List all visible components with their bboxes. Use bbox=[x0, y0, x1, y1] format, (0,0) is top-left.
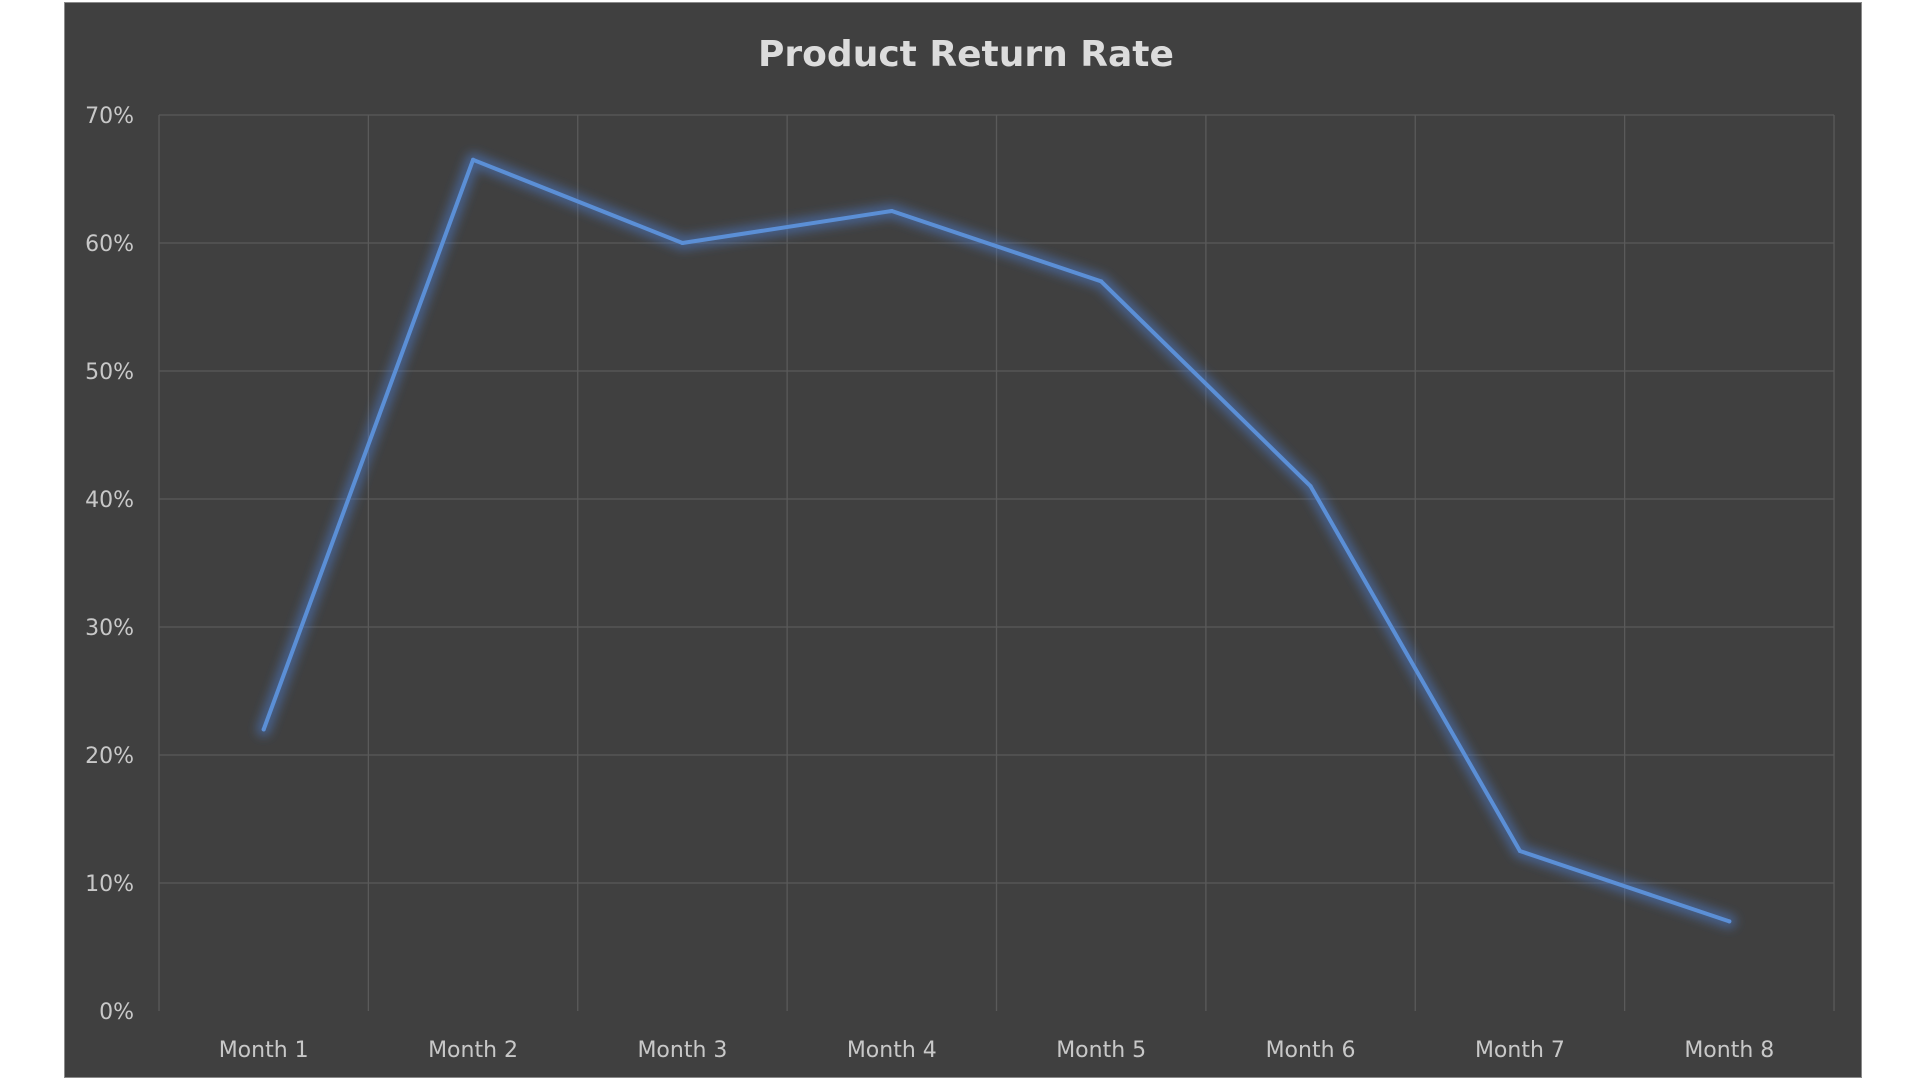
data-point bbox=[889, 209, 894, 213]
series-layer bbox=[256, 152, 1737, 929]
data-point bbox=[1099, 279, 1104, 284]
chart-title: Product Return Rate bbox=[758, 34, 1174, 75]
x-tick-label: Month 2 bbox=[428, 1038, 518, 1063]
data-point bbox=[261, 727, 266, 732]
chart-frame bbox=[64, 2, 1862, 1078]
x-tick-label: Month 1 bbox=[219, 1038, 309, 1063]
x-tick-label: Month 7 bbox=[1475, 1038, 1565, 1063]
x-tick-label: Month 4 bbox=[847, 1038, 937, 1063]
x-tick-label: Month 6 bbox=[1266, 1038, 1356, 1063]
y-tick-label: 50% bbox=[85, 360, 134, 385]
data-point bbox=[1727, 919, 1732, 924]
y-axis-ticks: 0% 10% 20% 30% 40% 50% 60% 70% bbox=[85, 104, 134, 1025]
series-line bbox=[261, 157, 1732, 924]
x-axis-ticks: Month 1 Month 2 Month 3 Month 4 Month 5 Month… bbox=[219, 1038, 1775, 1063]
y-tick-label: 60% bbox=[85, 232, 134, 257]
x-tick-label: Month 8 bbox=[1684, 1038, 1774, 1063]
y-tick-label: 20% bbox=[85, 744, 134, 769]
y-tick-label: 40% bbox=[85, 488, 134, 513]
y-tick-label: 30% bbox=[85, 616, 134, 641]
data-point bbox=[471, 157, 476, 162]
data-point bbox=[680, 241, 685, 245]
data-point bbox=[1308, 484, 1313, 489]
x-tick-label: Month 3 bbox=[637, 1038, 727, 1063]
data-point bbox=[1517, 849, 1522, 853]
y-tick-label: 0% bbox=[99, 1000, 134, 1025]
x-tick-label: Month 5 bbox=[1056, 1038, 1146, 1063]
plot-gridlines bbox=[158, 114, 1835, 1011]
y-tick-label: 70% bbox=[85, 104, 134, 129]
y-tick-label: 10% bbox=[85, 872, 134, 897]
